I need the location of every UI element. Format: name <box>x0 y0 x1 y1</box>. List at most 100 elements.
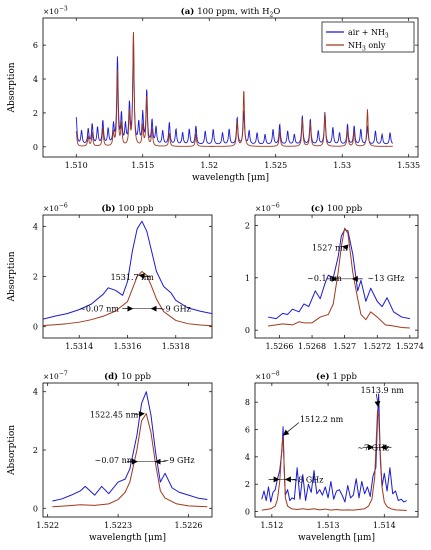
panel-title: (b) 100 ppb <box>101 203 154 214</box>
legend-entry: NH3 only <box>348 41 386 53</box>
y-exponent: ×10−8 <box>255 371 280 382</box>
panel-title-text: 100 ppb <box>118 204 154 214</box>
panel-e: 1.512 1.513 1.514 0 2 4 6 8 ×10−8 (e) 1 ppb wavelen… <box>245 371 419 543</box>
x-tick-label: 1.5272 <box>363 342 391 351</box>
y-exponent: ×10−3 <box>43 6 68 17</box>
y-tick-label: 2 <box>33 446 38 455</box>
panel-title-sub: 2 <box>270 12 274 19</box>
y-tick-label: 2 <box>33 273 38 282</box>
panel-letter: (b) <box>101 203 115 214</box>
x-tick-label: 1.515 <box>131 161 154 170</box>
annotation: ∼0.07 nm <box>79 305 119 314</box>
panel-a: 1.510 1.515 1.52 1.525 1.53 1.535 0 2 4 6 ×10−3 (a)… <box>7 6 420 184</box>
panel-letter: (d) <box>104 371 118 382</box>
series-nh3-only <box>43 270 212 327</box>
annotation: ∼0.07 nm <box>95 456 135 465</box>
x-tick-label: 1.522 <box>36 521 59 530</box>
y-tick-label: 0 <box>33 504 38 513</box>
peak-arrow <box>134 411 145 418</box>
panel-title-text: 100 ppb <box>327 204 363 214</box>
panel-d: 1.522 1.5223 1.5226 0 2 4 ×10−7 (d) 10 ppb wavele… <box>7 371 213 543</box>
panel-title-text: 10 ppb <box>121 372 151 382</box>
panel-title: (a) 100 ppm, with H2O <box>181 6 281 19</box>
x-tick-label: 1.535 <box>397 161 420 170</box>
y-tick-label: 8 <box>245 398 250 407</box>
x-tick-label: 1.5223 <box>104 521 132 530</box>
y-tick-label: 4 <box>33 388 38 397</box>
series-air-nh3 <box>43 220 212 320</box>
series-air-nh3 <box>267 229 410 320</box>
y-exponent: ×10−6 <box>255 203 280 214</box>
peak-arrow <box>342 244 349 251</box>
panel-c: 1.5266 1.5268 1.527 1.5272 1.5274 0 1 2 ×10−6 (c)… <box>245 203 424 352</box>
y-tick-label: 4 <box>33 222 38 231</box>
x-tick-label: 1.5316 <box>114 342 142 351</box>
panel-letter: (e) <box>316 371 329 382</box>
x-tick-label: 1.5318 <box>162 342 190 351</box>
x-tick-label: 1.5266 <box>265 342 293 351</box>
y-tick-label: 2 <box>33 109 38 118</box>
annotation: 1513.9 nm <box>361 386 405 395</box>
panel-title-tail: O <box>273 7 280 17</box>
exponent-power: −6 <box>59 203 68 210</box>
panel-letter: (c) <box>311 203 324 214</box>
annotation: 1522.45 nm <box>90 410 139 419</box>
annotation: 1512.2 nm <box>300 415 344 424</box>
annotation: 1527 nm <box>312 243 348 252</box>
peak-arrow <box>374 393 381 408</box>
panel-b: 1.5314 1.5316 1.5318 0 2 4 ×10−6 (b) 100 ppb Abso… <box>7 203 213 351</box>
exponent-base: ×10 <box>43 7 59 16</box>
annotation: ∼9 GHz <box>159 305 191 314</box>
x-tick-label: 1.525 <box>264 161 287 170</box>
legend-entry-tail: only <box>366 41 386 50</box>
series-air-nh3 <box>52 391 208 502</box>
plot-frame <box>254 382 419 518</box>
plot-frame <box>254 214 419 339</box>
y-tick-label: 4 <box>245 453 250 462</box>
exponent-base: ×10 <box>43 372 59 381</box>
legend-entry-main: NH <box>348 41 362 50</box>
annotation: ∼8 GHz <box>292 475 324 484</box>
series-nh3-only <box>267 227 410 329</box>
x-axis-label: wavelength [μm] <box>298 533 375 543</box>
exponent-power: −7 <box>59 371 68 378</box>
y-axis-label: Absorption <box>7 251 17 302</box>
x-tick-label: 1.514 <box>373 521 396 530</box>
series-nh3-only <box>52 413 208 508</box>
annotation: ∼7 GHz <box>357 443 389 452</box>
plot-frame <box>42 17 419 158</box>
x-tick-label: 1.512 <box>260 521 283 530</box>
x-tick-label: 1.5314 <box>65 342 93 351</box>
y-tick-label: 0 <box>245 326 250 335</box>
y-exponent: ×10−7 <box>43 371 68 382</box>
panel-title: (c) 100 ppb <box>311 203 363 214</box>
panel-title-text: 1 ppb <box>333 372 358 382</box>
exponent-base: ×10 <box>255 372 271 381</box>
y-tick-label: 6 <box>245 425 250 434</box>
series-nh3-only <box>261 409 407 511</box>
x-tick-label: 1.513 <box>317 521 340 530</box>
series-air-nh3 <box>75 43 393 145</box>
peak-arrow <box>138 273 151 279</box>
legend-entry: air + NH3 <box>348 28 389 40</box>
exponent-power: −6 <box>271 203 280 210</box>
panel-title: (e) 1 ppb <box>316 371 357 382</box>
legend-entry-sub: 3 <box>362 46 366 53</box>
x-tick-label: 1.5268 <box>298 342 326 351</box>
y-tick-label: 4 <box>33 75 38 84</box>
peak-arrow <box>282 422 300 436</box>
x-tick-label: 1.510 <box>65 161 88 170</box>
annotation: ∼9 GHz <box>163 456 195 465</box>
legend-entry-sub: 3 <box>385 33 389 40</box>
panel-letter: (a) <box>181 6 195 17</box>
y-tick-label: 0 <box>33 143 38 152</box>
panel-title: (d) 10 ppb <box>104 371 151 382</box>
x-tick-label: 1.52 <box>200 161 218 170</box>
panel-title-text: 100 ppm, with H <box>197 7 269 17</box>
y-tick-label: 0 <box>33 323 38 332</box>
y-tick-label: 0 <box>245 508 250 517</box>
x-axis-label: wavelength [μm] <box>89 533 166 543</box>
annotation: ∼0.1 nm <box>307 274 342 283</box>
